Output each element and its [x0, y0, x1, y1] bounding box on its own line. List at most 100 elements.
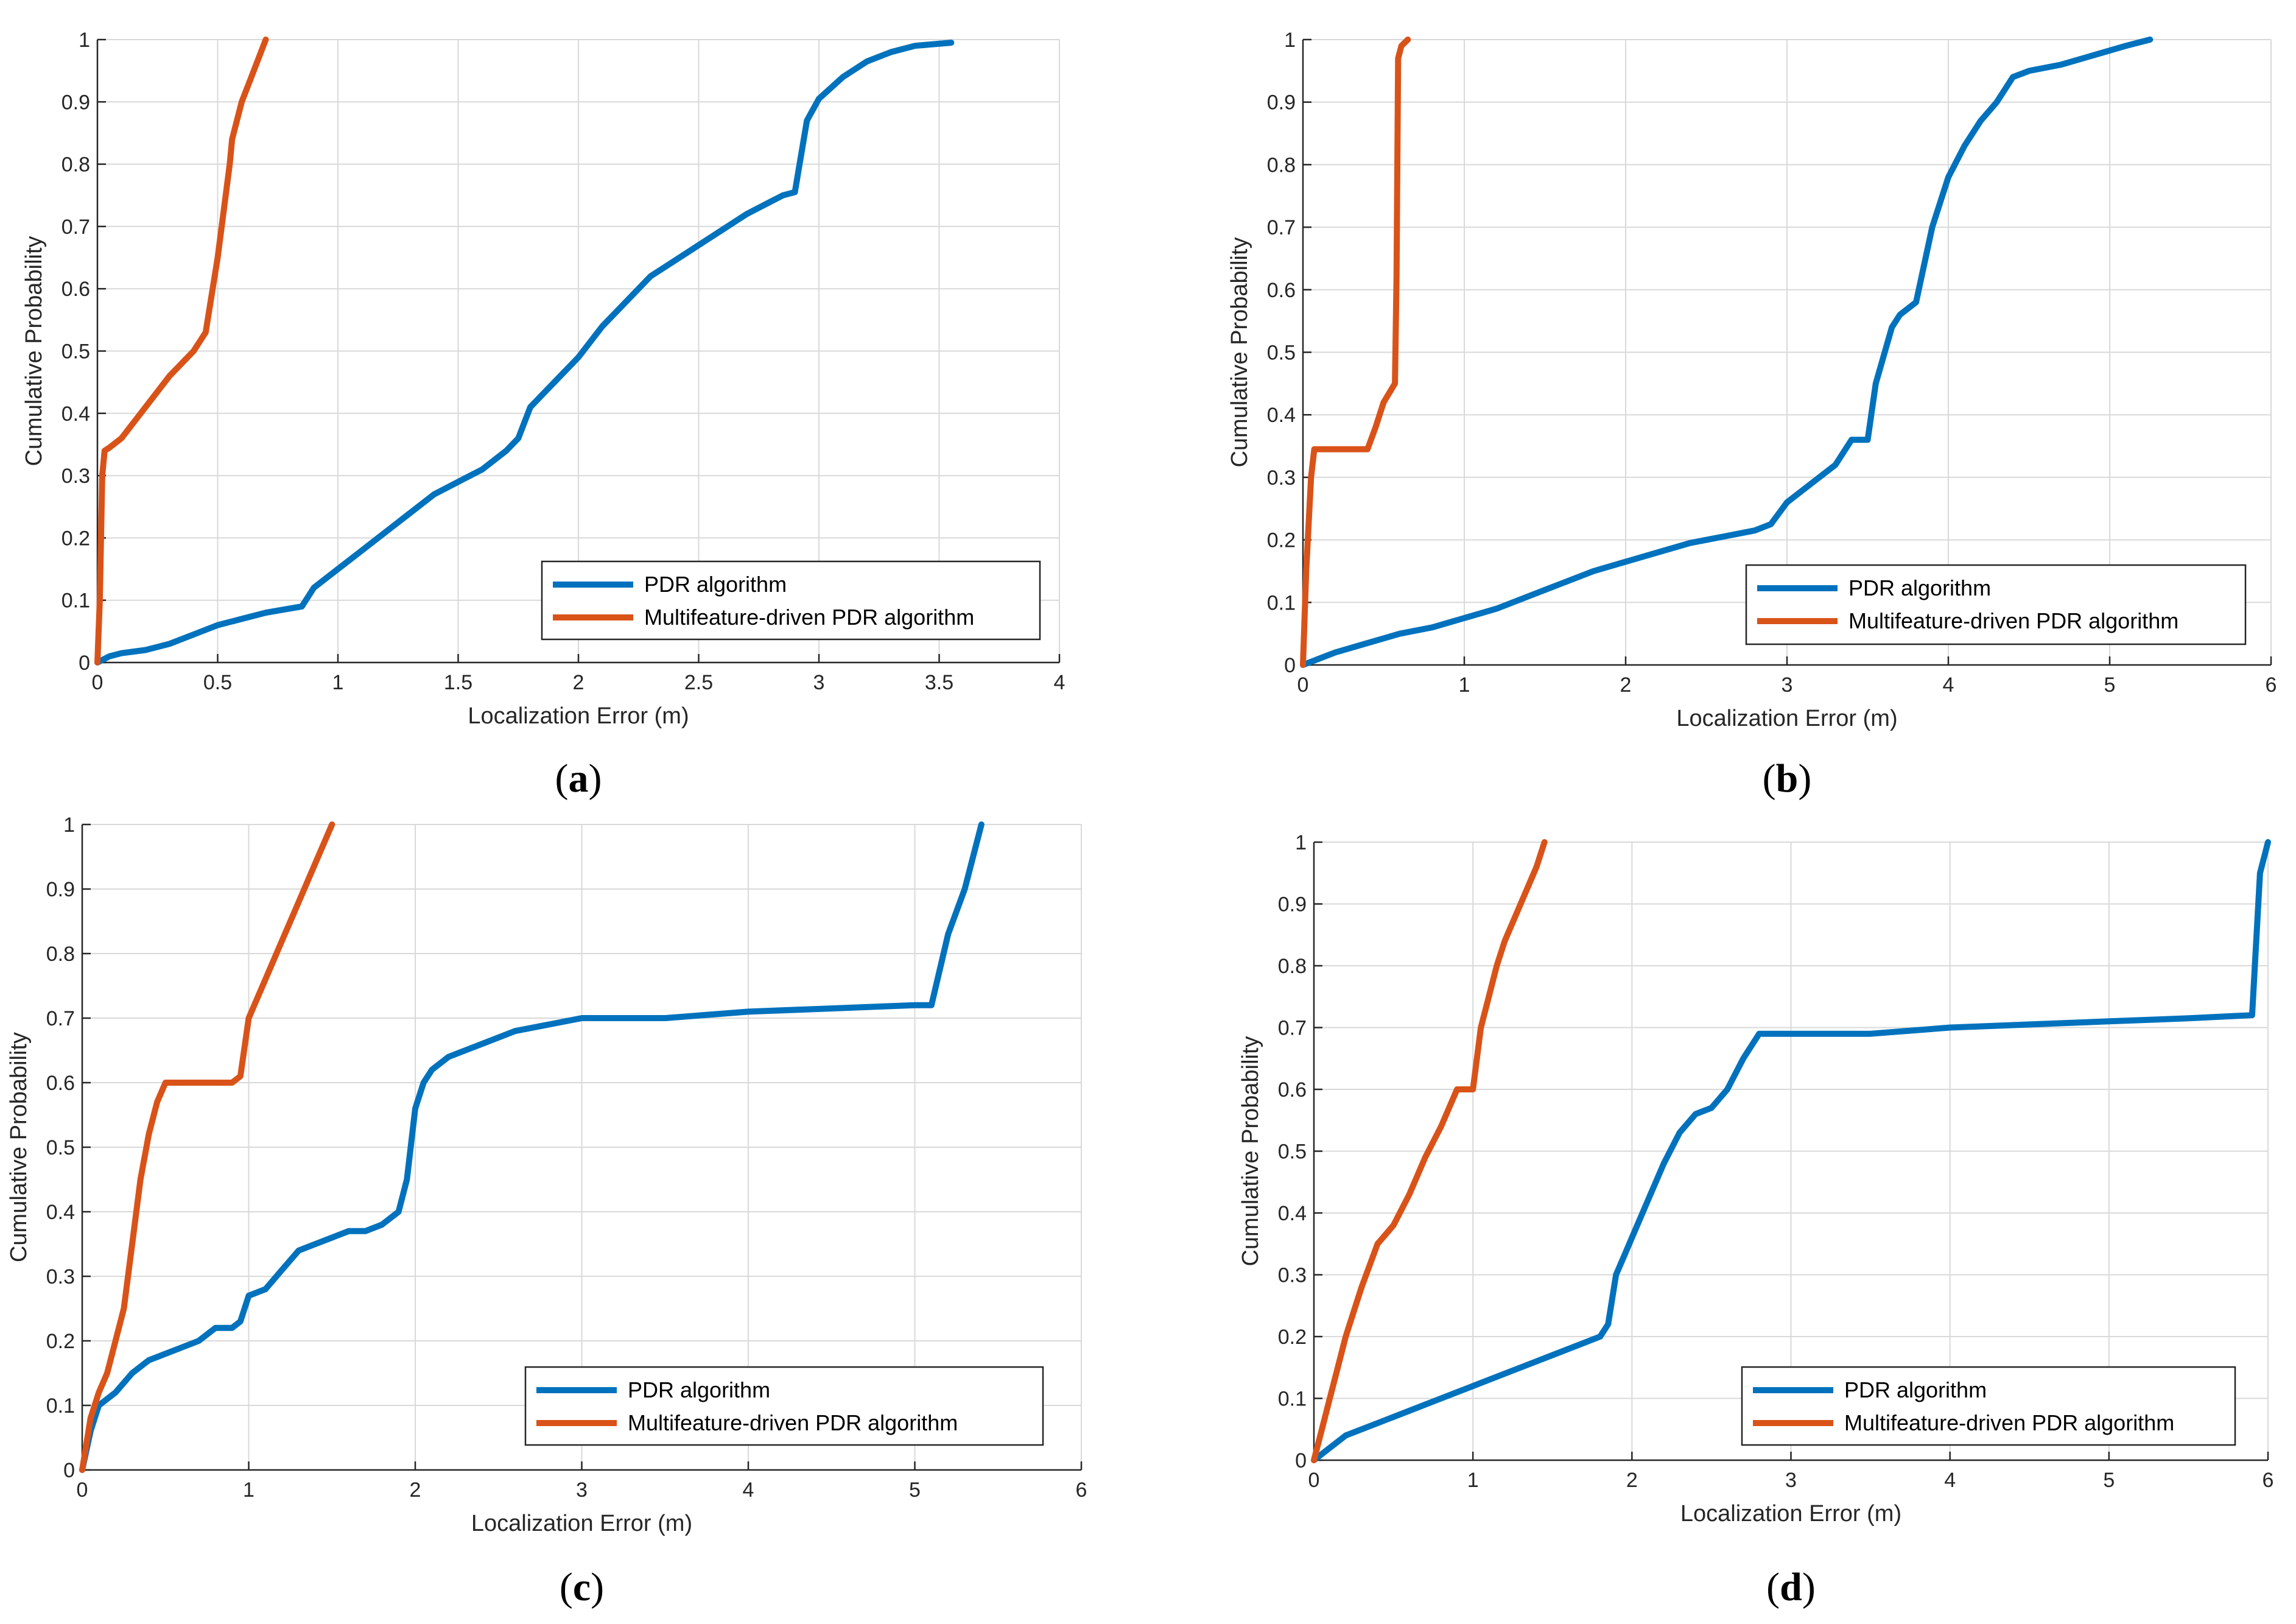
- x-tick-label: 1: [332, 671, 344, 694]
- y-tick-label: 1: [79, 29, 90, 52]
- legend-box: [1741, 1366, 2236, 1446]
- y-tick-label: 0.6: [1267, 279, 1296, 302]
- y-tick-label: 0.8: [46, 943, 75, 966]
- x-tick-label: 0: [1297, 673, 1309, 697]
- y-tick-label: 0.7: [61, 216, 90, 239]
- y-tick-label: 0.4: [1267, 404, 1296, 427]
- y-tick-label: 0.5: [61, 340, 90, 364]
- y-tick-label: 0.2: [1278, 1326, 1307, 1349]
- y-tick-label: 0.1: [1278, 1388, 1307, 1411]
- legend-box: [1745, 564, 2247, 645]
- y-tick-label: 0.3: [1278, 1264, 1307, 1287]
- x-tick-label: 2: [573, 671, 585, 694]
- y-tick-label: 0.8: [61, 153, 90, 177]
- y-tick-label: 0.8: [1278, 955, 1307, 978]
- y-axis-label: Cumulative Probability: [6, 1032, 32, 1262]
- series-line-multifeature: [1311, 839, 1548, 1463]
- y-tick-label: 0.7: [1278, 1017, 1307, 1040]
- x-tick-label: 0.5: [203, 671, 232, 694]
- legend-entry: Multifeature-driven PDR algorithm: [628, 1410, 958, 1435]
- legend-box: [541, 560, 1041, 641]
- panel-letter: d: [1780, 1565, 1802, 1609]
- y-tick-label: 0.1: [46, 1394, 75, 1418]
- legend-entry: PDR algorithm: [628, 1377, 770, 1402]
- y-tick-label: 0.1: [1267, 591, 1296, 614]
- legend: PDR algorithm Multifeature-driven PDR alg…: [541, 560, 1041, 641]
- x-tick-label: 3.5: [925, 671, 953, 694]
- legend-entry: PDR algorithm: [644, 572, 787, 597]
- x-tick-label: 1: [243, 1478, 255, 1502]
- y-tick-label: 0.2: [61, 527, 90, 550]
- x-tick-label: 5: [909, 1478, 921, 1502]
- y-tick-label: 0.9: [1267, 91, 1296, 114]
- y-tick-label: 0.3: [46, 1265, 75, 1288]
- y-tick-label: 1: [1295, 831, 1307, 854]
- x-tick-label: 4: [1943, 673, 1954, 697]
- x-axis-label: Localization Error (m): [1676, 706, 1897, 731]
- series-line-pdr: [79, 821, 985, 1473]
- y-tick-label: 0: [1295, 1449, 1307, 1472]
- x-tick-label: 6: [1076, 1478, 1087, 1502]
- legend-entry: PDR algorithm: [1848, 575, 1991, 600]
- x-tick-label: 4: [1944, 1469, 1956, 1492]
- y-tick-label: 0.3: [1267, 466, 1296, 490]
- y-tick-label: 0.9: [1278, 893, 1307, 916]
- y-tick-label: 0.2: [1267, 529, 1296, 552]
- legend: PDR algorithm Multifeature-driven PDR alg…: [1745, 564, 2247, 645]
- x-axis-label: Localization Error (m): [468, 703, 689, 729]
- legend-entry: PDR algorithm: [1844, 1377, 1987, 1402]
- y-tick-label: 0.9: [46, 878, 75, 901]
- x-tick-label: 6: [2266, 673, 2277, 697]
- x-tick-label: 1: [1467, 1469, 1479, 1492]
- x-axis-label: Localization Error (m): [471, 1511, 692, 1536]
- y-tick-label: 0.4: [61, 402, 90, 426]
- legend-entry: Multifeature-driven PDR algorithm: [1848, 608, 2178, 633]
- legend-entry: Multifeature-driven PDR algorithm: [644, 605, 974, 630]
- y-axis-label: Cumulative Probability: [1227, 237, 1252, 467]
- x-tick-label: 5: [2103, 1469, 2115, 1492]
- chart-panel-d: 0 1 2 3 4 5 6 0 0.1 0.2 0.3 0.4 0.5 0.6 0.7 0.8 0.9 1 Loca…: [1238, 831, 2273, 1609]
- x-tick-label: 4: [1054, 671, 1065, 694]
- y-tick-label: 0.6: [1278, 1078, 1307, 1102]
- x-tick-label: 3: [1785, 1469, 1797, 1492]
- series-line-multifeature: [94, 37, 269, 666]
- x-tick-label: 0: [1308, 1469, 1320, 1492]
- x-tick-label: 2: [1626, 1469, 1638, 1492]
- x-tick-label: 4: [743, 1478, 754, 1502]
- legend-box: [524, 1366, 1044, 1446]
- y-tick-label: 0: [63, 1459, 75, 1482]
- y-tick-label: 1: [1284, 29, 1296, 52]
- chart-panel-b: 0 1 2 3 4 5 6 0 0.1 0.2 0.3 0.4 0.5 0.6 0.7 0.8 0.9 1 Loca…: [1227, 29, 2277, 801]
- x-tick-label: 0: [92, 671, 104, 694]
- y-axis-label: Cumulative Probability: [1238, 1036, 1263, 1266]
- y-tick-label: 0.7: [46, 1007, 75, 1030]
- chart-panel-a: 0 0.5 1 1.5 2 2.5 3 3.5 4 0 0.1 0.2 0.3 0.4 0.5 0.6 0.7 0…: [21, 29, 1065, 801]
- y-tick-label: 0.1: [61, 589, 90, 613]
- y-tick-label: 0.7: [1267, 216, 1296, 239]
- panel-letter: a: [569, 756, 589, 801]
- x-tick-label: 3: [813, 671, 825, 694]
- x-tick-label: 1.5: [444, 671, 472, 694]
- y-tick-label: 0.6: [46, 1072, 75, 1095]
- y-tick-label: 0.2: [46, 1330, 75, 1353]
- y-tick-label: 0.9: [61, 91, 90, 114]
- x-axis-label: Localization Error (m): [1680, 1501, 1901, 1527]
- chart-panel-c: 0 1 2 3 4 5 6 0 0.1 0.2 0.3 0.4 0.5 0.6 0.7 0.8 0.9 1 Loca…: [6, 814, 1087, 1609]
- panel-letter: c: [573, 1565, 591, 1609]
- x-tick-label: 6: [2263, 1469, 2274, 1492]
- y-tick-label: 0: [1284, 654, 1296, 677]
- y-tick-label: 1: [63, 814, 75, 837]
- series-line-pdr: [94, 40, 955, 666]
- legend-entry: Multifeature-driven PDR algorithm: [1844, 1410, 2174, 1435]
- x-tick-label: 3: [1782, 673, 1793, 697]
- y-tick-label: 0.5: [1267, 342, 1296, 365]
- y-tick-label: 0.5: [46, 1136, 75, 1159]
- panel-label: (b): [1763, 756, 1812, 801]
- y-tick-label: 0.3: [61, 465, 90, 488]
- x-tick-label: 5: [2104, 673, 2116, 697]
- y-tick-label: 0.5: [1278, 1141, 1307, 1164]
- y-tick-label: 0.8: [1267, 153, 1296, 177]
- panel-label: (d): [1766, 1565, 1816, 1609]
- y-tick-label: 0.4: [46, 1201, 75, 1224]
